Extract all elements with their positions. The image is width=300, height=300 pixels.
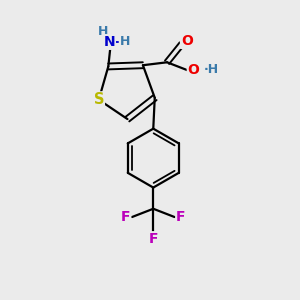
Text: ·H: ·H [204, 63, 219, 76]
Text: H: H [120, 35, 130, 49]
Text: S: S [94, 92, 104, 107]
Text: O: O [181, 34, 193, 48]
Text: F: F [121, 210, 130, 224]
Text: H: H [98, 25, 109, 38]
Text: N: N [103, 35, 115, 49]
Text: F: F [148, 232, 158, 246]
Text: F: F [176, 210, 186, 224]
Text: O: O [188, 63, 200, 77]
